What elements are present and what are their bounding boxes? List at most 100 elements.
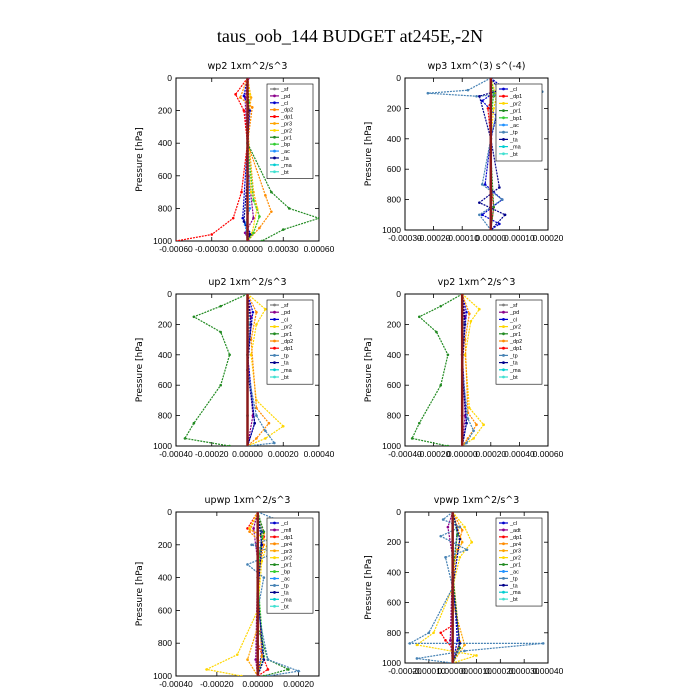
series-point bbox=[435, 330, 438, 334]
panel-title: upwp 1xm^2/s^3 bbox=[205, 495, 291, 506]
legend-entry: _pr2 bbox=[509, 556, 521, 562]
legend-marker bbox=[502, 597, 505, 601]
series-point bbox=[267, 421, 271, 425]
series-point bbox=[418, 315, 421, 319]
series-line-pr1 bbox=[183, 294, 248, 446]
x-tick-label: 0.00010 bbox=[461, 666, 492, 676]
legend-entry: _ta bbox=[509, 361, 519, 367]
legend-entry: _tp bbox=[509, 576, 518, 582]
y-tick-label: 400 bbox=[387, 567, 401, 577]
y-tick-label: 1000 bbox=[153, 441, 172, 451]
legend-entry: _cl bbox=[509, 521, 517, 527]
y-tick-label: 600 bbox=[387, 598, 401, 608]
legend-entry: _pr1 bbox=[280, 563, 292, 569]
legend-marker bbox=[502, 116, 505, 120]
series-point bbox=[492, 107, 495, 110]
series-point bbox=[242, 220, 246, 223]
legend-marker bbox=[502, 87, 505, 91]
series-point bbox=[249, 323, 253, 326]
series-point bbox=[266, 668, 270, 671]
legend-marker bbox=[273, 87, 276, 91]
legend-entry: _sf bbox=[280, 303, 289, 309]
legend-marker bbox=[273, 332, 276, 336]
series-group bbox=[426, 78, 544, 230]
x-tick-label: 0.00040 bbox=[504, 449, 535, 459]
legend-entry: _ma bbox=[280, 368, 293, 374]
y-tick-label: 600 bbox=[158, 171, 172, 181]
x-tick-label: -0.00020 bbox=[200, 679, 234, 689]
series-point bbox=[470, 540, 474, 544]
legend-marker bbox=[273, 122, 276, 125]
legend-marker bbox=[502, 123, 505, 127]
series-point bbox=[262, 674, 266, 676]
legend-entry: _sf bbox=[280, 87, 289, 93]
series-point bbox=[466, 88, 470, 92]
series-point bbox=[465, 548, 469, 552]
legend-marker bbox=[502, 325, 505, 328]
legend-marker bbox=[273, 549, 276, 553]
series-point bbox=[248, 233, 252, 236]
y-tick-label: 800 bbox=[387, 411, 401, 421]
series-point bbox=[228, 444, 231, 446]
legend-marker bbox=[273, 528, 276, 532]
legend-entry: _tp bbox=[509, 130, 518, 136]
plot-frame bbox=[175, 511, 320, 677]
series-point bbox=[249, 190, 253, 194]
series-point bbox=[183, 437, 187, 440]
series-point bbox=[228, 353, 231, 357]
series-point bbox=[246, 527, 249, 530]
series-point bbox=[260, 559, 264, 563]
y-tick-label: 200 bbox=[158, 106, 172, 116]
series-point bbox=[480, 213, 484, 217]
chart-panel-4: upwp 1xm^2/s^3 Pressure [hPa] 0 200 400 600 80… bbox=[135, 495, 320, 689]
y-axis-label: Pressure [hPa] bbox=[364, 122, 374, 187]
legend-entry: _tp bbox=[280, 353, 289, 359]
legend-marker bbox=[502, 318, 505, 321]
series-point bbox=[250, 543, 253, 547]
series-point bbox=[469, 320, 473, 323]
legend-marker bbox=[273, 310, 276, 314]
legend-entry: _pr2 bbox=[280, 556, 292, 562]
legend-entry: _ac bbox=[509, 569, 519, 575]
x-tick-label: 0.00000 bbox=[447, 449, 478, 459]
series-group bbox=[410, 294, 485, 446]
legend-marker bbox=[273, 542, 276, 546]
legend-marker bbox=[502, 138, 505, 141]
figure-title: taus_oob_144 BUDGET at245E,-2N bbox=[217, 26, 483, 46]
legend-marker bbox=[273, 521, 276, 525]
series-point bbox=[192, 315, 196, 319]
legend-entry: _pd bbox=[280, 94, 290, 100]
y-tick-label: 0 bbox=[396, 73, 401, 83]
legend-entry: _bp1 bbox=[509, 116, 522, 122]
legend-entry: _pr3 bbox=[280, 549, 292, 555]
series-point bbox=[264, 194, 267, 197]
legend-marker bbox=[273, 94, 276, 98]
chart-panel-5: vpwp 1xm^2/s^3 Pressure [hPa] 0 200 400 600 80… bbox=[364, 495, 564, 676]
legend-marker bbox=[502, 332, 505, 336]
legend-entry: _tp bbox=[509, 353, 518, 359]
y-axis-label: Pressure [hPa] bbox=[364, 338, 374, 403]
y-tick-label: 400 bbox=[158, 138, 172, 148]
series-point bbox=[460, 528, 464, 532]
y-tick-label: 200 bbox=[387, 537, 401, 547]
legend-entry: _ta bbox=[509, 137, 519, 143]
series-point bbox=[246, 563, 249, 566]
legend-entry: _bt bbox=[280, 170, 289, 176]
series-point bbox=[176, 239, 178, 241]
series-point bbox=[248, 207, 252, 210]
legend-entry: _bt bbox=[509, 152, 518, 158]
legend-marker bbox=[502, 145, 505, 149]
series-point bbox=[241, 216, 245, 220]
x-tick-label: 0.00060 bbox=[533, 449, 564, 459]
legend-marker bbox=[273, 604, 276, 608]
series-point bbox=[287, 668, 290, 671]
series-point bbox=[478, 307, 481, 311]
legend-marker bbox=[502, 556, 505, 560]
series-point bbox=[264, 307, 267, 311]
series-point bbox=[432, 631, 435, 635]
legend-entry: _pr4 bbox=[280, 542, 292, 548]
series-point bbox=[498, 186, 501, 189]
legend-entry: _pd bbox=[509, 310, 519, 316]
legend-marker bbox=[502, 109, 505, 112]
